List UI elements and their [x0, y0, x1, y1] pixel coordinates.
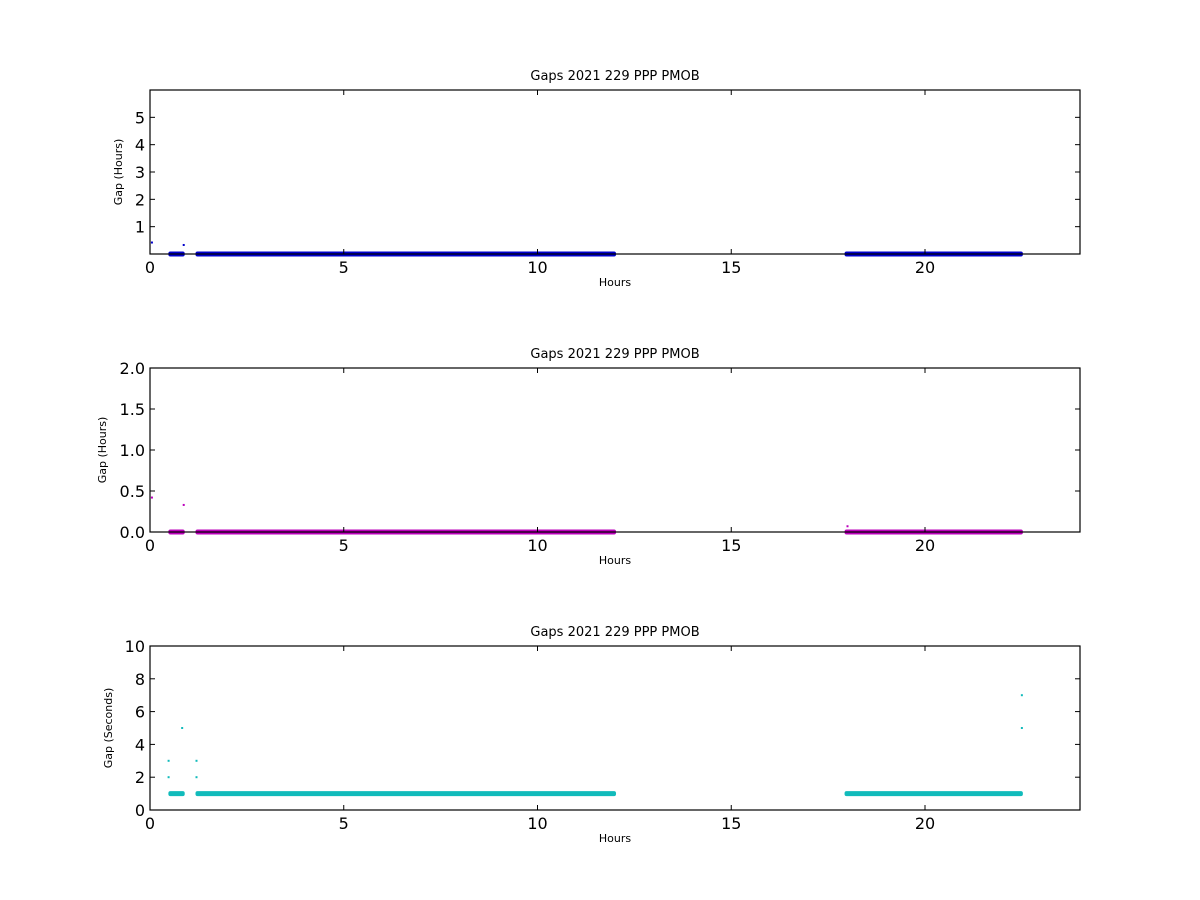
x-tick-label: 20 — [915, 814, 935, 833]
plot-frame — [149, 645, 1081, 811]
x-tick-label: 5 — [339, 814, 349, 833]
data-point — [167, 776, 170, 779]
data-band — [195, 791, 616, 797]
y-tick-label: 1 — [135, 218, 145, 237]
x-tick-label: 20 — [915, 258, 935, 277]
data-point — [150, 241, 153, 244]
x-tick-label: 15 — [721, 258, 741, 277]
x-tick-label: 0 — [145, 814, 155, 833]
y-tick-label: 0 — [135, 801, 145, 820]
data-point — [182, 503, 185, 506]
x-axis-label: Hours — [599, 554, 631, 567]
x-tick-label: 10 — [527, 258, 547, 277]
chart-title: Gaps 2021 229 PPP PMOB — [530, 69, 699, 84]
x-tick-label: 20 — [915, 536, 935, 555]
y-tick-label: 4 — [135, 735, 145, 754]
data-band — [168, 791, 185, 797]
y-tick-label: 6 — [135, 703, 145, 722]
x-tick-label: 15 — [721, 814, 741, 833]
x-tick-label: 5 — [339, 258, 349, 277]
y-tick-label: 2 — [135, 190, 145, 209]
y-tick-label: 10 — [125, 637, 145, 656]
y-tick-label: 1.0 — [120, 441, 145, 460]
data-point — [195, 759, 198, 762]
data-series — [167, 694, 1023, 797]
y-axis-label: Gap (Hours) — [96, 417, 109, 484]
data-point — [150, 496, 153, 499]
y-tick-label: 8 — [135, 670, 145, 689]
data-band — [844, 791, 1023, 797]
data-point — [195, 776, 198, 779]
plot-frame — [149, 89, 1081, 255]
y-tick-label: 0.5 — [120, 482, 145, 501]
chart-panel-2: Gaps 2021 229 PPP PMOB 0 5 10 15 20 0.0 0.5 1.0 1… — [96, 347, 1081, 567]
y-tick-label: 0.0 — [120, 523, 145, 542]
chart-title: Gaps 2021 229 PPP PMOB — [530, 347, 699, 362]
x-tick-label: 10 — [527, 814, 547, 833]
x-tick-label: 0 — [145, 258, 155, 277]
chart-title: Gaps 2021 229 PPP PMOB — [530, 625, 699, 640]
x-axis-label: Hours — [599, 276, 631, 289]
y-tick-label: 2 — [135, 768, 145, 787]
chart-panel-3: Gaps 2021 229 PPP PMOB 0 5 10 15 20 0 2 4 6 8 10 Hou… — [102, 625, 1081, 845]
data-point — [1020, 727, 1023, 729]
x-tick-label: 0 — [145, 536, 155, 555]
x-axis-label: Hours — [599, 832, 631, 845]
data-series — [150, 496, 1023, 535]
x-tick-label: 10 — [527, 536, 547, 555]
data-point — [846, 525, 849, 528]
y-tick-label: 5 — [135, 108, 145, 127]
y-tick-label: 3 — [135, 163, 145, 182]
y-tick-label: 2.0 — [120, 359, 145, 378]
data-point — [181, 727, 184, 729]
plot-frame — [149, 367, 1081, 533]
y-tick-label: 4 — [135, 136, 145, 155]
y-axis-label: Gap (Hours) — [112, 139, 125, 206]
x-tick-label: 5 — [339, 536, 349, 555]
data-point — [167, 759, 170, 762]
data-point — [1020, 694, 1023, 697]
y-tick-label: 1.5 — [120, 400, 145, 419]
chart-panel-1: Gaps 2021 229 PPP PMOB 0 5 10 15 20 1 2 3 4 5 Hours… — [112, 69, 1081, 289]
data-point — [846, 251, 849, 254]
data-point — [182, 243, 185, 246]
y-axis-label: Gap (Seconds) — [102, 688, 115, 769]
x-tick-label: 15 — [721, 536, 741, 555]
